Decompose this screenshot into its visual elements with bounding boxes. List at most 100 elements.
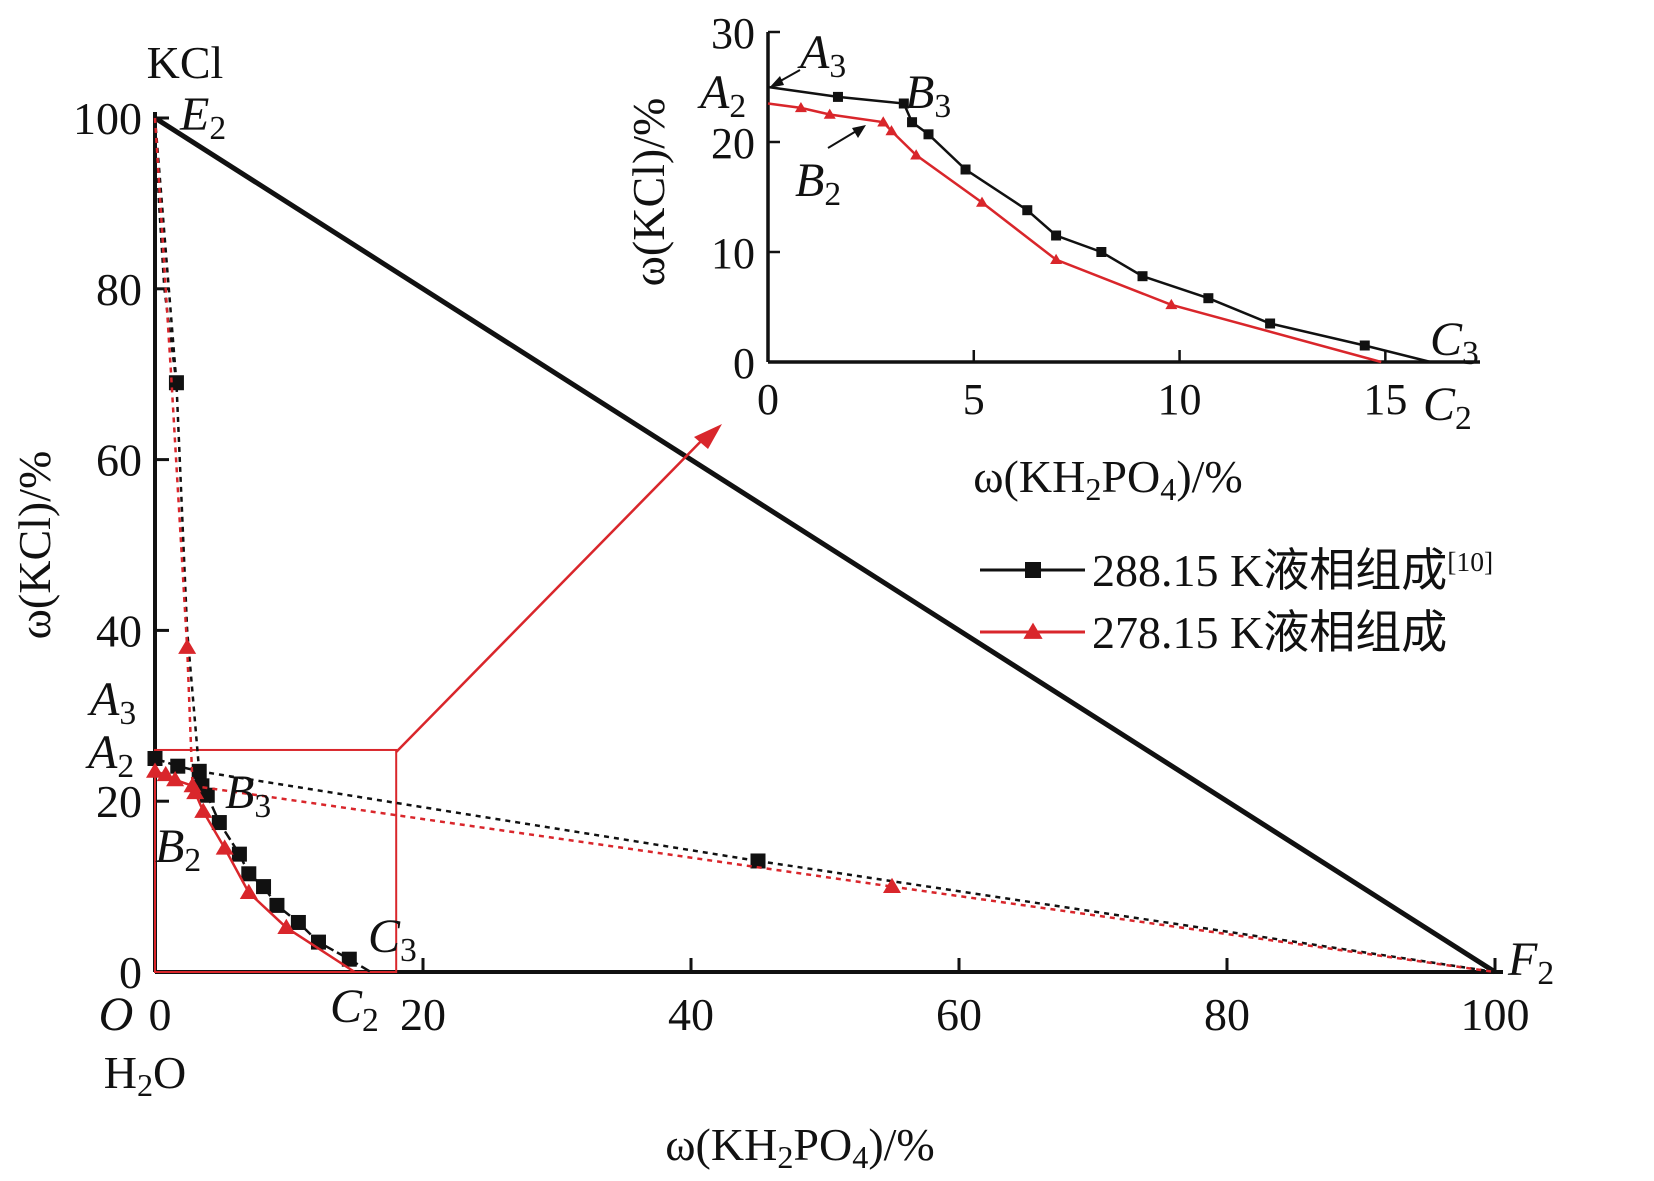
main-point-label-a2: A2	[85, 726, 134, 785]
legend-entry-1: 278.15 K液相组成	[980, 607, 1447, 658]
inset-data-point-marker	[1096, 247, 1107, 257]
data-point-marker	[269, 897, 285, 913]
tie-line	[153, 117, 178, 383]
vertex-label-kcl: KCl	[147, 37, 224, 88]
data-point-marker	[191, 763, 207, 779]
tie-line	[199, 770, 759, 863]
data-point-marker	[199, 787, 215, 803]
data-point-marker	[194, 802, 213, 818]
kcl-branch-line	[153, 117, 194, 786]
inset-x-tick-label: 10	[1158, 375, 1202, 424]
inset-chart: 0 5 10 15 0 10 20 30 ω(KH2PO4)/% ω(KCl)/% A3 A2 B3 B2…	[623, 9, 1480, 507]
data-point-marker	[156, 765, 175, 782]
inset-data-point-marker	[1359, 340, 1370, 351]
inset-x-tick-label: 15	[1363, 375, 1407, 424]
data-point-marker	[215, 839, 234, 855]
data-point-marker	[239, 883, 258, 899]
inset-pointer-a3-head	[769, 76, 784, 88]
inset-y-tick-label: 20	[711, 119, 755, 168]
data-point-marker	[178, 638, 197, 654]
x-tick-label-origin: 0	[149, 989, 172, 1040]
inset-x-axis-title: ω(KH2PO4)/%	[973, 451, 1242, 507]
data-point-marker	[168, 375, 184, 391]
inset-data-point-marker	[907, 117, 918, 128]
y-tick-label: 100	[73, 93, 142, 144]
inset-data-point-marker	[923, 129, 934, 140]
inset-point-label-b2: B2	[795, 154, 841, 213]
inset-data-point-marker	[832, 91, 843, 102]
inset-data-point-marker	[898, 98, 909, 109]
triangle-hypotenuse	[153, 115, 1497, 975]
x-tick-label: 20	[400, 989, 446, 1040]
data-point-marker	[341, 951, 357, 967]
inset-data-point-marker	[877, 116, 890, 127]
zoom-arrow-line	[395, 431, 711, 753]
vertex-label-origin: O	[99, 988, 134, 1041]
main-point-label-b2: B2	[155, 820, 201, 879]
inset-data-point-marker	[1165, 298, 1178, 310]
inset-data-point-marker	[823, 108, 836, 119]
inset-data-point-marker	[1137, 271, 1148, 282]
x-axis-title: ω(KH2PO4)/%	[665, 1119, 934, 1175]
data-point-marker	[750, 853, 766, 869]
tie-line	[891, 885, 1496, 974]
legend-entry-0: 288.15 K液相组成[10]	[980, 545, 1493, 596]
y-tick-label: 40	[96, 605, 142, 656]
inset-point-label-a2: A2	[697, 66, 746, 125]
data-point-marker	[147, 751, 163, 766]
y-tick-label: 80	[96, 264, 142, 315]
inset-point-label-c3: C3	[1430, 313, 1479, 372]
inset-data-point-marker	[1050, 253, 1063, 264]
inset-point-label-a3: A3	[797, 26, 846, 85]
y-tick-label: 20	[96, 776, 142, 827]
data-point-marker	[290, 914, 306, 930]
inset-data-point-marker	[1022, 205, 1033, 216]
data-point-marker	[166, 771, 185, 787]
inset-pointer-b2	[827, 129, 859, 149]
y-tick-label: 0	[119, 947, 142, 998]
data-point-marker	[146, 762, 164, 778]
inset-data-point-marker	[1203, 293, 1214, 304]
main-point-label-a3: A3	[87, 673, 136, 732]
main-point-label-b3: B3	[225, 766, 271, 825]
legend-reference: [10]	[1447, 546, 1493, 577]
legend-marker	[1025, 562, 1041, 578]
inset-point-label-c2: C2	[1423, 378, 1472, 437]
y-tick-label: 60	[96, 435, 142, 486]
inset-data-point-marker	[794, 102, 807, 113]
vertex-label-water: H2O	[104, 1047, 187, 1103]
inset-series-0	[767, 85, 1431, 364]
data-point-marker	[186, 783, 205, 800]
inset-data-point-marker	[1265, 318, 1276, 329]
data-point-marker	[883, 877, 901, 894]
kcl-branch-line	[153, 117, 201, 772]
legend: 288.15 K液相组成[10] 278.15 K液相组成	[980, 545, 1493, 658]
main-point-label-f2: F2	[1507, 933, 1554, 992]
x-tick-label: 80	[1204, 989, 1250, 1040]
x-tick-label: 40	[668, 989, 714, 1040]
data-point-marker	[241, 866, 257, 882]
data-point-marker	[170, 758, 186, 774]
data-point-marker	[256, 879, 272, 895]
main-chart: 20 40 60 80 1000204060801000KClOH2Oω(KH2PO4)…	[9, 37, 1554, 1175]
x-tick-label: 60	[936, 989, 982, 1040]
inset-y-axis-title: ω(KCl)/%	[623, 98, 674, 287]
inset-x-tick-label: 5	[963, 375, 985, 424]
legend-label: 288.15 K液相组成[10]	[1092, 545, 1493, 596]
main-point-label-e2: E2	[179, 88, 226, 147]
data-point-marker	[211, 815, 227, 831]
main-series-1	[146, 117, 1496, 974]
inset-series-1	[767, 102, 1382, 364]
inset-data-point-marker	[976, 196, 989, 207]
inset-y-tick-label: 0	[733, 339, 755, 388]
inset-series-line	[767, 85, 1431, 364]
zoom-arrow-head	[694, 424, 722, 449]
legend-label: 278.15 K液相组成	[1092, 607, 1447, 658]
inset-point-label-b3: B3	[905, 66, 951, 125]
tie-line	[757, 859, 1496, 974]
inset-data-point-marker	[885, 125, 898, 136]
y-axis-title: ω(KCl)/%	[9, 451, 60, 640]
inset-x-tick-label: 0	[757, 375, 779, 424]
inset-pointer-b2-head	[852, 125, 866, 138]
